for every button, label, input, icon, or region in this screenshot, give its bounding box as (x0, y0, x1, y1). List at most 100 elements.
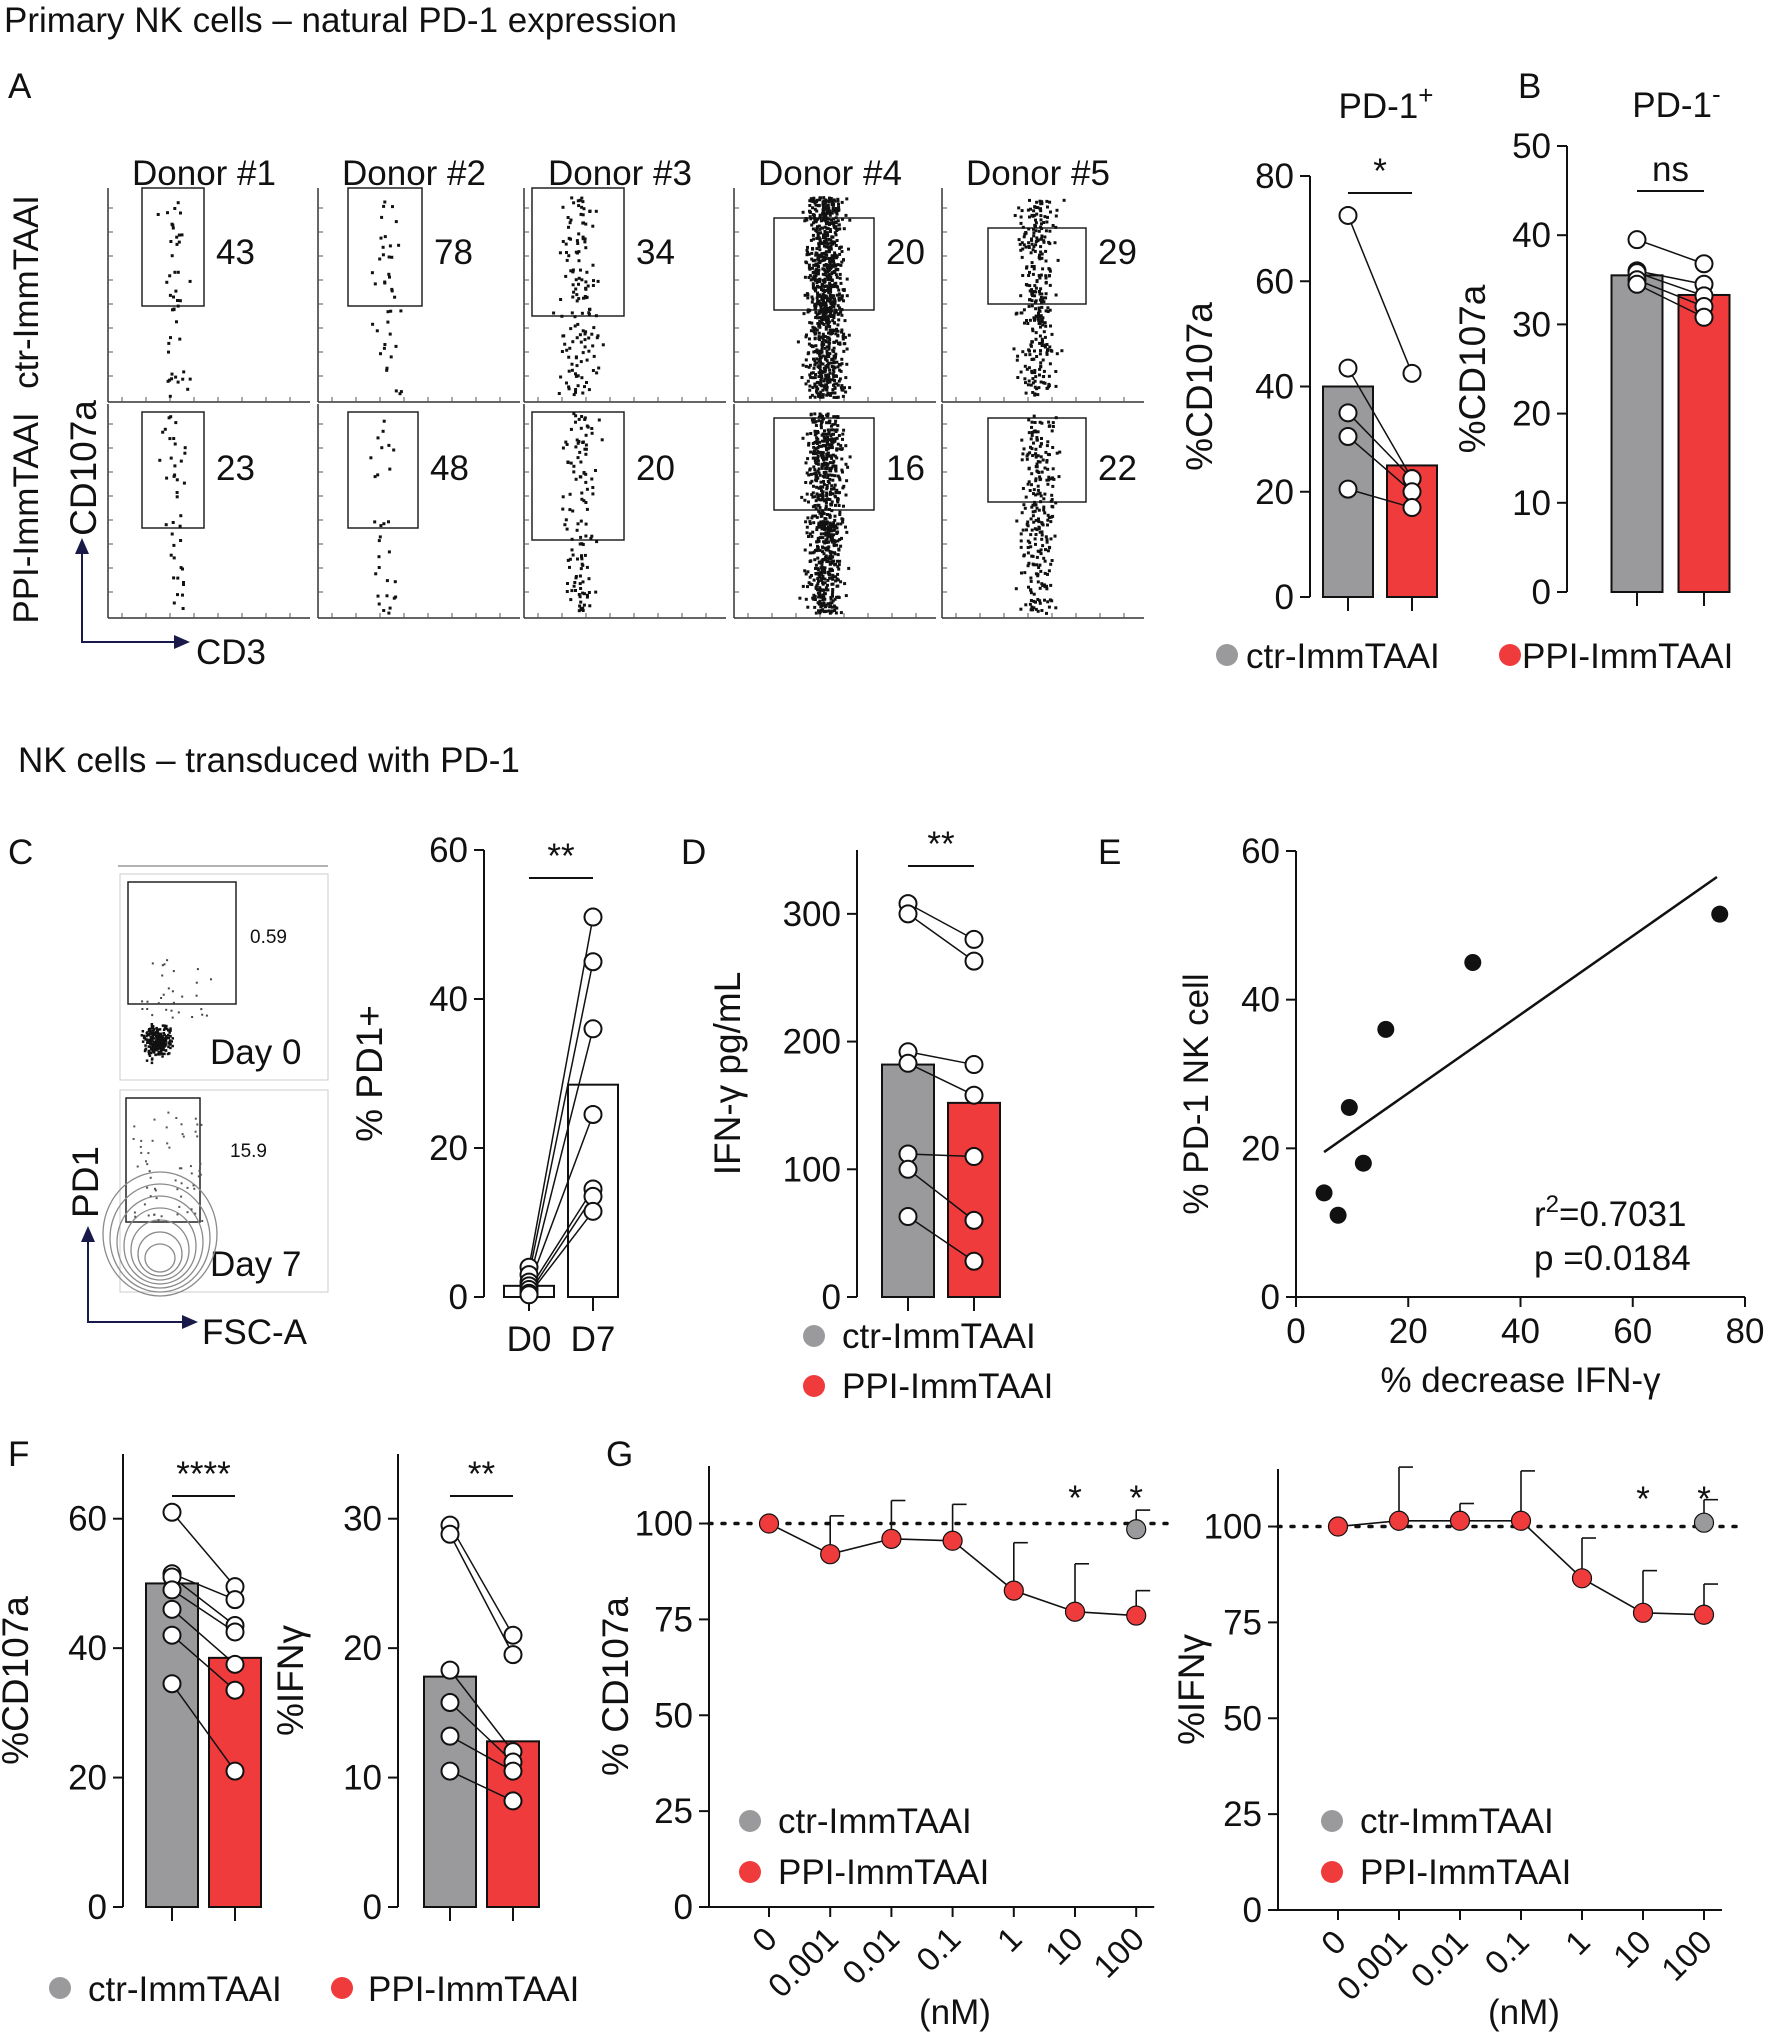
flow-dot (829, 329, 833, 333)
flow-dot (1039, 209, 1043, 213)
series-point-ppi (1510, 1510, 1532, 1531)
r-squared-label: r2=0.7031 (1534, 1191, 1687, 1234)
flow-dot (829, 525, 833, 529)
flow-dot (1046, 467, 1050, 471)
flow-dot (807, 309, 811, 313)
flow-dot (811, 442, 815, 445)
flow-dot (385, 594, 389, 598)
pair-line (171, 1576, 236, 1627)
flow-dot (826, 278, 830, 281)
flow-dot (824, 548, 828, 552)
flow-dot (828, 473, 832, 477)
flow-dot (1042, 556, 1046, 560)
flow-c-dot (147, 1049, 151, 1053)
flow-dot (824, 539, 828, 543)
flow-dot (815, 515, 819, 519)
flow-dot (1021, 225, 1025, 229)
flow-dot (584, 330, 588, 334)
flow-dot (387, 550, 391, 554)
flow-dot (838, 227, 842, 231)
flow-gate-5-1 (987, 417, 1087, 503)
flow-dot (819, 609, 823, 613)
flow-dot (588, 307, 591, 311)
data-point (1694, 254, 1714, 274)
flow-dot (836, 333, 840, 337)
flow-dot (814, 316, 818, 319)
flow-dot (174, 375, 178, 379)
flow-dot (814, 452, 818, 456)
flow-dot (1034, 243, 1038, 247)
flow-dot (824, 432, 828, 436)
flow-dot (1054, 225, 1058, 229)
flow-dot (826, 324, 830, 328)
flow-dot (830, 361, 833, 365)
flow-dot (1026, 383, 1030, 387)
legend-d: ctr-ImmTAAI PPI-ImmTAAI (803, 1317, 1053, 1406)
flow-dot (818, 511, 822, 515)
flow-dot (1046, 523, 1049, 527)
flow-dot (1036, 454, 1040, 458)
flow-dot (822, 338, 826, 342)
flow-dot (814, 350, 817, 353)
flow-dot (1023, 571, 1027, 575)
flow-dot (1048, 345, 1052, 349)
flow-dot (811, 505, 815, 509)
flow-dot (806, 570, 810, 574)
flow-dot (1050, 349, 1054, 353)
flow-dot (825, 537, 829, 541)
flow-dot (826, 210, 830, 214)
flow-dot (571, 553, 575, 557)
flow-dot (826, 242, 830, 246)
flow-dot (831, 328, 835, 332)
flow-dot (833, 540, 837, 544)
flow-dot (836, 263, 840, 267)
flow-dot (591, 263, 595, 267)
flow-dot (583, 416, 587, 420)
flow-dot (561, 205, 565, 209)
flow-dot (824, 501, 828, 505)
flow-dot (158, 458, 162, 462)
flow-dot (579, 426, 583, 430)
flow-c-dot (162, 1028, 166, 1032)
flow-dot (830, 443, 834, 447)
flow-dot (835, 212, 839, 216)
flow-dot (168, 394, 172, 398)
flow-dot (1032, 441, 1035, 445)
flow-c-day7-contours (102, 1111, 218, 1297)
flow-dot (564, 274, 568, 278)
flow-c-dot (146, 1038, 149, 1041)
flow-dot (569, 327, 573, 331)
flow-dot (817, 258, 821, 262)
flow-dot (821, 393, 825, 397)
flow-dot (828, 378, 832, 382)
flow-dot (834, 233, 838, 237)
flow-dot (590, 431, 594, 435)
flow-dot (829, 241, 833, 245)
flow-dot (832, 294, 836, 298)
flow-dot (836, 530, 840, 534)
flow-dot (841, 394, 845, 398)
flow-dot (815, 442, 819, 445)
flow-dot (820, 456, 824, 460)
flow-dot (169, 336, 172, 340)
flow-dot (816, 571, 820, 575)
flow-c-dot (171, 1044, 174, 1048)
pair-line (1636, 270, 1705, 285)
flow-dot (383, 343, 387, 346)
flow-dot (829, 306, 833, 310)
flow-dot (585, 358, 589, 362)
flow-dot (815, 278, 818, 282)
significance-label: ** (547, 837, 575, 876)
flow-dot (814, 563, 818, 567)
flow-dot (836, 424, 840, 428)
flow-dot (837, 563, 841, 567)
flow-dot (821, 608, 825, 612)
flow-dot (808, 388, 812, 392)
flow-dot (1020, 571, 1023, 575)
flow-dot (813, 504, 817, 507)
flow-dot (803, 293, 807, 297)
flow-dot (1031, 381, 1035, 385)
flow-dot (1031, 377, 1035, 381)
flow-dot (839, 369, 843, 373)
flow-dot (824, 233, 828, 237)
